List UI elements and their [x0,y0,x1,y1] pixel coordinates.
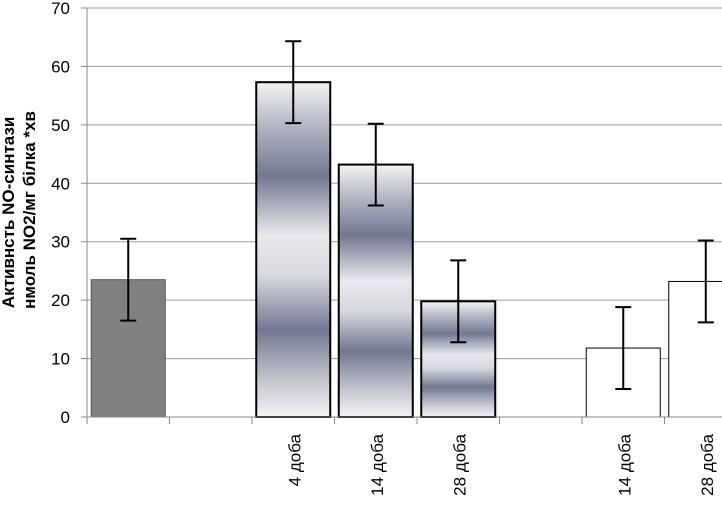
bars [90,81,722,418]
category-label-2: 4 доба [285,433,304,486]
y-axis-label-line-1: Активнсть NO-синтази [0,117,18,308]
y-axis-label: Активнсть NO-синтази нмоль NO2/мг білка … [0,111,39,309]
bar-5 [668,280,722,418]
y-tick-label-2: 20 [51,291,70,310]
axes [86,8,722,424]
bar-1 [255,81,332,418]
y-axis-ticks: 0 10 20 30 40 50 60 70 [51,0,87,427]
category-label-4: 28 доба [450,433,469,495]
category-label-6: 14 доба [615,433,634,495]
bar-2 [337,163,414,418]
y-tick-label-1: 10 [51,350,70,369]
y-tick-label-5: 50 [51,116,70,135]
category-label-3: 14 доба [368,433,387,495]
y-tick-label-0: 0 [61,408,70,427]
error-bars [120,40,714,390]
category-labels: 4 доба 14 доба 28 доба 14 доба 28 доба [285,433,717,495]
y-tick-label-7: 70 [51,0,70,18]
y-tick-label-6: 60 [51,57,70,76]
category-label-7: 28 доба [698,433,717,495]
y-axis-label-line-2: нмоль NO2/мг білка *хв [20,111,39,309]
y-tick-label-4: 40 [51,174,70,193]
y-tick-label-3: 30 [51,233,70,252]
